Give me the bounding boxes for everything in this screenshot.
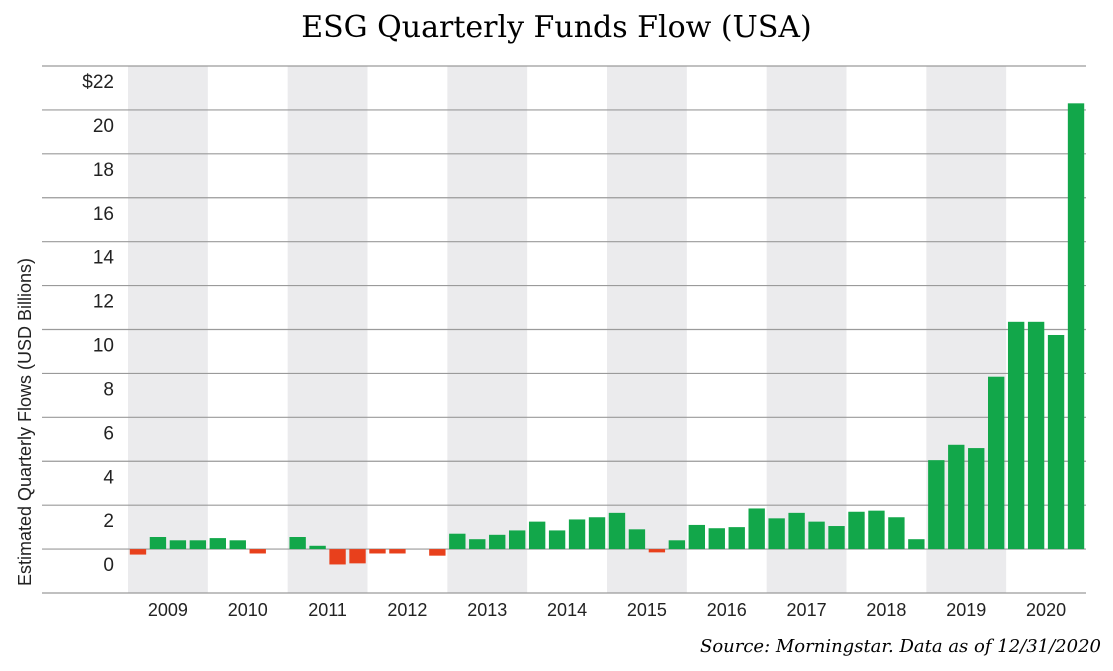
bar <box>449 533 466 550</box>
bar <box>968 448 985 550</box>
bar <box>568 519 586 550</box>
bar <box>189 540 207 550</box>
bar <box>1027 321 1045 550</box>
bar <box>548 530 566 550</box>
y-tick-label: 18 <box>93 160 114 181</box>
bar <box>928 460 945 550</box>
y-tick-label: 2 <box>103 511 114 532</box>
bar <box>289 537 306 550</box>
bar <box>688 524 705 550</box>
bar <box>708 528 725 550</box>
bar <box>309 545 326 550</box>
x-tick-label: 2020 <box>1026 600 1066 620</box>
bar <box>429 549 446 556</box>
x-tick-label: 2013 <box>467 600 507 620</box>
bar <box>229 540 246 550</box>
y-tick-labels: 0 2 4 6 8 10 12 14 16 18 20 $22 <box>82 72 114 576</box>
x-tick-label: 2018 <box>866 600 906 620</box>
bar <box>948 444 965 550</box>
x-tick-label: 2014 <box>547 600 587 620</box>
bar <box>469 539 486 550</box>
y-tick-label: 0 <box>103 555 114 576</box>
x-tick-label: 2017 <box>787 600 827 620</box>
bars <box>129 103 1085 565</box>
y-tick-label: 6 <box>103 423 114 444</box>
bar <box>668 540 686 550</box>
x-tick-label: 2010 <box>228 600 268 620</box>
bar <box>908 539 925 550</box>
bar <box>129 549 147 555</box>
y-tick-label: 20 <box>93 116 114 137</box>
bar <box>768 518 785 550</box>
bar <box>349 549 366 564</box>
bar <box>848 511 865 550</box>
bar <box>828 526 845 550</box>
bar <box>648 549 666 553</box>
bar <box>868 510 885 550</box>
bar <box>209 538 226 550</box>
bar <box>628 529 646 550</box>
bar <box>1067 103 1085 550</box>
y-tick-label: 12 <box>93 292 114 313</box>
bar <box>888 517 905 550</box>
bar <box>329 549 346 565</box>
x-tick-label: 2011 <box>308 600 347 620</box>
x-tick-label: 2009 <box>148 600 188 620</box>
bar <box>728 527 745 550</box>
bar <box>588 517 606 550</box>
bar <box>1007 321 1025 550</box>
bar <box>389 549 406 554</box>
bar <box>169 540 187 550</box>
y-axis-title: Estimated Quarterly Flows (USD Billions) <box>15 258 35 586</box>
bar <box>808 521 825 550</box>
bar <box>528 521 546 550</box>
bar <box>149 537 167 550</box>
y-tick-label: 14 <box>93 248 115 269</box>
y-tick-label: 10 <box>93 336 114 357</box>
bar <box>489 534 506 550</box>
bar <box>249 549 266 554</box>
chart-title: ESG Quarterly Funds Flow (USA) <box>301 10 812 45</box>
x-tick-label: 2012 <box>387 600 427 620</box>
y-tick-label: 16 <box>93 204 114 225</box>
y-tick-label: 4 <box>103 467 114 488</box>
y-tick-label: 8 <box>103 379 114 400</box>
bar <box>788 512 805 550</box>
bar <box>369 549 386 554</box>
source-note: Source: Morningstar. Data as of 12/31/20… <box>699 636 1101 657</box>
x-tick-label: 2016 <box>707 600 747 620</box>
bar <box>608 512 626 550</box>
bar <box>1047 334 1065 550</box>
x-tick-label: 2015 <box>627 600 667 620</box>
x-tick-labels: 2009 2010 2011 2012 2013 2014 2015 2016 2017 2018… <box>148 600 1066 620</box>
x-tick-label: 2019 <box>946 600 986 620</box>
bar <box>509 530 526 550</box>
y-tick-label: $22 <box>82 72 114 93</box>
bar <box>748 508 765 550</box>
bar <box>988 376 1005 550</box>
